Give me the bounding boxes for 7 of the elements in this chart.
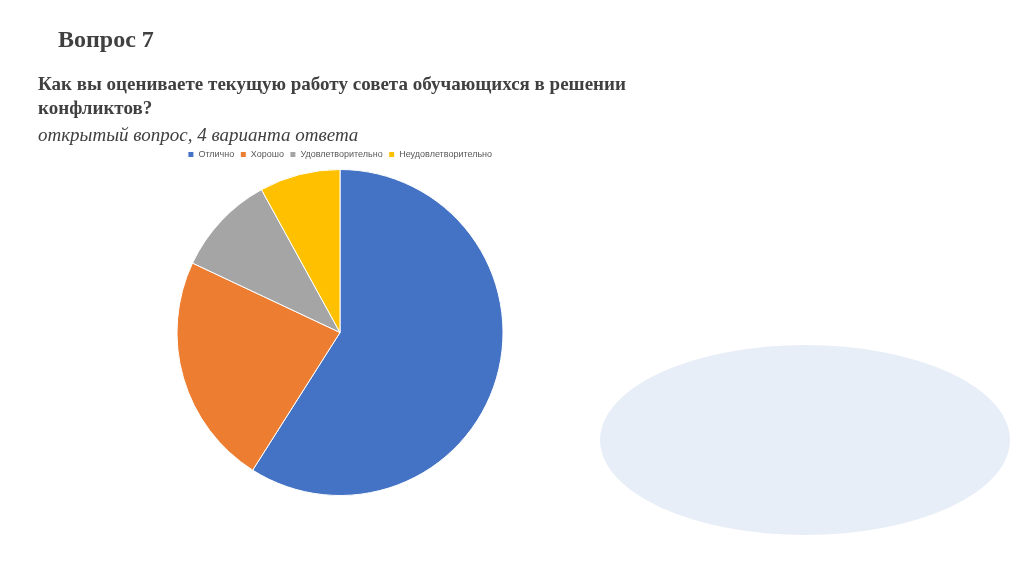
text: открытый вопрос, 4 варианта ответа <box>38 124 359 146</box>
chart-subtitle: Как вы оцениваете текущую работу совета обучающихся в решении конфликтов? <box>38 72 627 120</box>
chart-title: Вопрос 7 <box>58 26 154 53</box>
legend-label: Отлично <box>198 148 235 159</box>
legend-label: Удовлетворительно <box>300 148 383 159</box>
legend-label: Хорошо <box>250 148 284 159</box>
legend-label: Неудовлетворительно <box>399 148 493 159</box>
